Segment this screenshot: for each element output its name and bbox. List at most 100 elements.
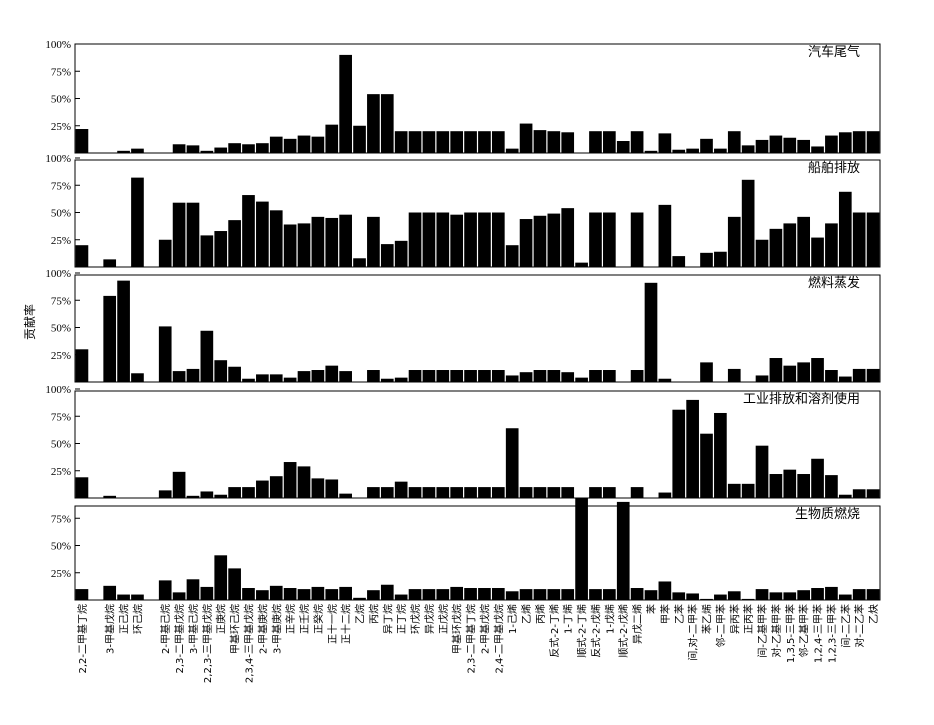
category-label: 1-戊烯: [603, 604, 616, 634]
category-label: 顺式-2-戊烯: [617, 604, 630, 658]
bar: [755, 589, 769, 600]
bar: [367, 590, 380, 600]
bar: [325, 217, 339, 267]
bar: [561, 487, 575, 498]
bar: [408, 589, 422, 600]
bar: [630, 370, 644, 382]
bar: [672, 409, 686, 498]
bar: [394, 481, 408, 498]
bar: [269, 136, 283, 153]
bar: [519, 372, 533, 382]
bar: [811, 358, 824, 382]
bar: [561, 208, 575, 267]
bar: [214, 147, 228, 153]
category-label: 1-丁烯: [562, 604, 575, 634]
bar: [589, 212, 602, 267]
bar: [283, 588, 297, 600]
category-label: 丙烯: [534, 604, 547, 624]
bar: [283, 224, 297, 267]
bar: [727, 591, 741, 600]
bar: [519, 219, 533, 267]
bar: [367, 216, 380, 267]
bar: [755, 239, 769, 267]
bar: [769, 474, 783, 498]
bar: [866, 131, 880, 153]
bar: [825, 223, 838, 267]
category-label: 2,3-二甲基戊烷: [173, 604, 186, 674]
bar: [491, 487, 505, 498]
bar: [256, 590, 269, 600]
bar: [589, 370, 602, 382]
bar: [436, 212, 450, 267]
bar: [311, 216, 325, 267]
bar: [269, 210, 283, 267]
bar: [630, 212, 644, 267]
bar: [450, 487, 464, 498]
bar: [256, 143, 269, 153]
category-label: 甲基环己烷: [229, 604, 242, 654]
bar: [242, 487, 255, 498]
category-label: 正十一烷: [326, 604, 339, 644]
panel-title: 燃料蒸发: [808, 275, 860, 291]
bar: [811, 458, 824, 498]
bar: [131, 373, 144, 382]
category-label: 正十二烷: [340, 604, 353, 644]
bar: [380, 487, 394, 498]
category-labels-group: 2,2-二甲基丁烷 3-甲基戊烷 正己烷 环己烷 2-甲基己烷 2,3-二甲基戊烷 3-甲基…: [76, 604, 880, 683]
bar: [464, 487, 477, 498]
bar: [589, 589, 602, 600]
bar: [75, 349, 89, 382]
bar: [478, 131, 491, 153]
bar: [852, 131, 866, 153]
bar: [658, 133, 672, 153]
bar: [727, 131, 741, 153]
bar: [394, 594, 408, 600]
bar: [353, 125, 366, 153]
bar: [242, 378, 255, 382]
bar: [75, 245, 89, 267]
bar: [380, 584, 394, 600]
category-label: 2-甲基戊烷: [478, 604, 491, 654]
bar: [741, 145, 755, 153]
bar: [200, 330, 214, 382]
category-label: 2,2-二甲基丁烷: [76, 604, 89, 674]
bar: [408, 370, 422, 382]
bar: [811, 588, 824, 600]
bar: [436, 589, 450, 600]
category-label: 对-二乙苯: [853, 604, 866, 648]
bar: [547, 131, 561, 153]
bar: [852, 212, 866, 267]
category-label: 异戊烷: [423, 604, 436, 634]
category-label: 2,4-二甲基戊烷: [492, 604, 505, 674]
bar: [339, 493, 352, 498]
bar: [589, 131, 602, 153]
bar: [714, 251, 727, 267]
bar: [214, 494, 228, 498]
bar: [603, 589, 616, 600]
category-label: 邻-二甲苯: [714, 604, 727, 648]
bar: [769, 228, 783, 267]
bar: [311, 478, 325, 498]
category-label: 正辛烷: [284, 604, 297, 634]
category-label: 间-乙基甲苯: [756, 604, 769, 658]
bar: [603, 212, 616, 267]
bar: [825, 135, 838, 153]
bar: [714, 594, 727, 600]
bar: [533, 215, 547, 267]
y-tick-label: 25%: [51, 121, 71, 133]
bar: [186, 495, 200, 498]
bar: [380, 94, 394, 153]
y-tick-label: 50%: [51, 94, 71, 106]
bar: [242, 195, 255, 267]
bar: [478, 212, 491, 267]
bar: [519, 487, 533, 498]
bar: [866, 368, 880, 382]
bar: [158, 239, 172, 267]
bar: [825, 370, 838, 382]
bar: [75, 477, 89, 498]
category-label: 乙苯: [673, 604, 686, 624]
bar: [297, 223, 311, 267]
bar: [186, 579, 200, 600]
bar: [561, 589, 575, 600]
category-label: 1-己烯: [506, 604, 519, 634]
